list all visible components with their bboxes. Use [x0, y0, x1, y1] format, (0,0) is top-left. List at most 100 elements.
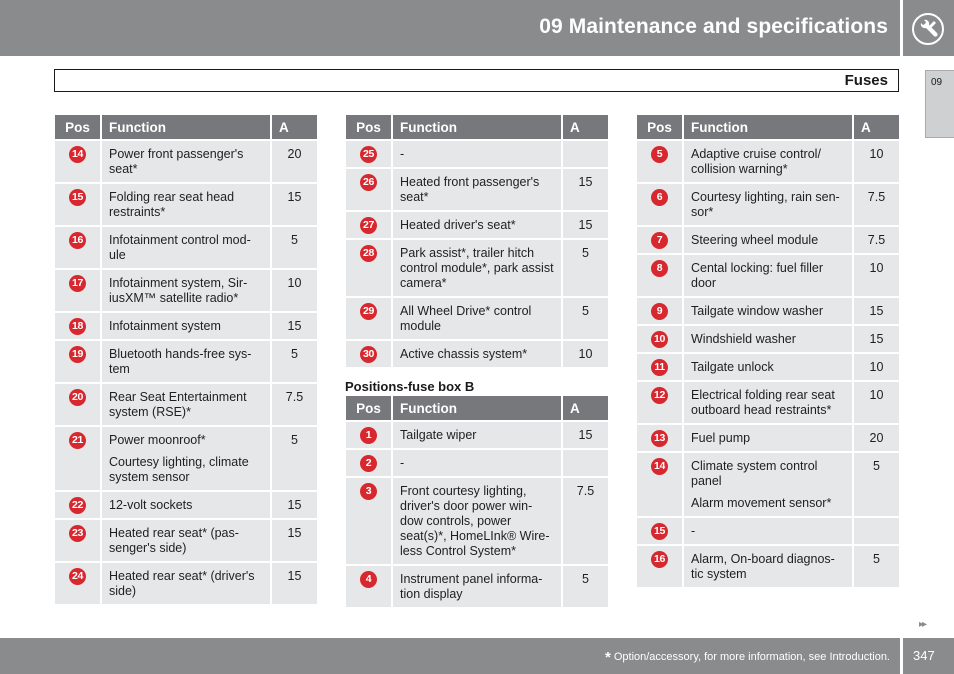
fuse-number-badge: 30 — [360, 346, 377, 363]
fuse-function-text: Park assist*, trailer hitch control modu… — [400, 246, 554, 290]
fuse-function-text: Electrical folding rear seat outboard he… — [691, 388, 835, 417]
function-header: Function — [391, 396, 562, 421]
fuse-number-badge: 25 — [360, 146, 377, 163]
fuse-number-badge: 23 — [69, 525, 86, 542]
fuse-function-text: Tailgate unlock — [691, 360, 774, 374]
fuse-function-cell: Courtesy lighting, rain sen-sor* — [682, 182, 853, 226]
fuse-function-text: Infotainment system — [109, 319, 221, 333]
fuse-number-badge: 5 — [651, 146, 668, 163]
fuse-function-text: Heated rear seat* (driver's side) — [109, 569, 255, 598]
fuse-function-cell: Alarm, On-board diagnos-tic system — [682, 544, 853, 587]
fuse-position-cell: 16 — [637, 544, 683, 587]
fuse-amperage-cell: 10 — [561, 339, 608, 367]
fuse-number-badge: 12 — [651, 387, 668, 404]
fuse-position-cell: 7 — [637, 225, 683, 254]
chapter-side-tab[interactable]: 09 — [925, 70, 954, 138]
fuse-number-badge: 6 — [651, 189, 668, 206]
fuse-function-cell: Heated rear seat* (pas-senger's side) — [100, 518, 271, 562]
footnote-text: Option/accessory, for more information, … — [613, 651, 890, 663]
fuse-function-text: All Wheel Drive* control module — [400, 304, 532, 333]
fuse-position-cell: 6 — [637, 182, 683, 226]
amp-header: A — [270, 115, 317, 140]
fuse-amperage-cell: 5 — [561, 238, 608, 297]
fuse-function-text: Power moonroof* — [109, 433, 206, 447]
fuse-row: 15 Folding rear seat head restraints* 15 — [55, 182, 317, 226]
fuse-amperage-cell: 10 — [852, 139, 899, 183]
fuse-number-badge: 11 — [651, 359, 668, 376]
fuse-box-b-heading: Positions-fuse box B — [345, 379, 475, 394]
fuse-function-text: Infotainment system, Sir-iusXM™ satellit… — [109, 276, 248, 305]
fuse-amperage-cell: 5 — [561, 564, 608, 607]
fuse-number-badge: 16 — [69, 232, 86, 249]
fuse-amperage-cell: 20 — [270, 139, 317, 183]
fuse-position-cell: 1 — [346, 420, 392, 449]
fuse-row: 28 Park assist*, trailer hitch control mo… — [346, 238, 608, 297]
fuse-position-cell: 15 — [55, 182, 101, 226]
pos-header: Pos — [346, 115, 392, 140]
fuse-number-badge: 9 — [651, 303, 668, 320]
section-title: Fuses — [844, 72, 888, 89]
fuse-number-badge: 4 — [360, 571, 377, 588]
fuse-position-cell: 14 — [637, 451, 683, 517]
footnote: * Option/accessory, for more information,… — [605, 649, 890, 666]
fuse-table-3: Pos Function A 1 Tailgate wiper 15 2-3 Front… — [346, 396, 608, 607]
fuse-row: 30 Active chassis system* 10 — [346, 339, 608, 367]
fuse-number-badge: 20 — [69, 389, 86, 406]
amp-header: A — [561, 115, 608, 140]
fuse-row: 16 Infotainment control mod-ule 5 — [55, 225, 317, 269]
fuse-amperage-cell: 5 — [270, 339, 317, 383]
pos-header: Pos — [55, 115, 101, 140]
function-header: Function — [100, 115, 271, 140]
side-tab-label: 09 — [931, 77, 943, 88]
fuse-amperage-cell: 15 — [561, 420, 608, 449]
fuse-number-badge: 29 — [360, 303, 377, 320]
fuse-row: 14 Power front passenger's seat* 20 — [55, 139, 317, 183]
fuse-position-cell: 24 — [55, 561, 101, 604]
fuse-amperage-cell: 15 — [270, 182, 317, 226]
fuse-amperage-cell — [561, 139, 608, 168]
fuse-position-cell: 4 — [346, 564, 392, 607]
fuse-function-text: - — [400, 147, 405, 161]
fuse-amperage-cell: 10 — [852, 253, 899, 297]
fuse-function-cell: All Wheel Drive* control module — [391, 296, 562, 340]
fuse-row: 6 Courtesy lighting, rain sen-sor* 7.5 — [637, 182, 899, 226]
fuse-position-cell: 13 — [637, 423, 683, 452]
fuse-position-cell: 3 — [346, 476, 392, 565]
fuse-function-cell: Heated driver's seat* — [391, 210, 562, 239]
fuse-number-badge: 13 — [651, 430, 668, 447]
fuse-row: 9 Tailgate window washer 15 — [637, 296, 899, 325]
fuse-function-cell: Fuel pump — [682, 423, 853, 452]
fuse-function-text: - — [691, 524, 696, 538]
fuse-amperage-cell: 15 — [561, 210, 608, 239]
fuse-function-cell: Tailgate unlock — [682, 352, 853, 381]
fuse-row: 5 Adaptive cruise control/ collision warn… — [637, 139, 899, 183]
fuse-function-cell: Heated front passenger's seat* — [391, 167, 562, 211]
fuse-row: 23 Heated rear seat* (pas-senger's side) 1… — [55, 518, 317, 562]
fuse-position-cell: 14 — [55, 139, 101, 183]
fuse-function-cell: Power moonroof* Courtesy lighting, climat… — [100, 425, 271, 491]
fuse-amperage-cell: 7.5 — [270, 382, 317, 426]
fuse-position-cell: 29 — [346, 296, 392, 340]
double-arrow-right-icon[interactable]: ▸▸ — [919, 619, 927, 630]
fuse-function-cell: Tailgate wiper — [391, 420, 562, 449]
fuse-amperage-cell: 15 — [270, 518, 317, 562]
fuse-position-cell: 15 — [637, 516, 683, 545]
fuse-function-text: Power front passenger's seat* — [109, 147, 244, 176]
fuse-position-cell: 22 — [55, 490, 101, 519]
amp-header: A — [852, 115, 899, 140]
fuse-function-cell: Infotainment system, Sir-iusXM™ satellit… — [100, 268, 271, 312]
fuse-row: 14 Climate system control panel Alarm move… — [637, 451, 899, 517]
fuse-row: 17 Infotainment system, Sir-iusXM™ satell… — [55, 268, 317, 312]
fuse-number-badge: 21 — [69, 432, 86, 449]
fuse-amperage-cell: 10 — [852, 352, 899, 381]
fuse-number-badge: 15 — [651, 523, 668, 540]
fuse-position-cell: 17 — [55, 268, 101, 312]
fuse-position-cell: 11 — [637, 352, 683, 381]
header-bar: 09 Maintenance and specifications — [0, 0, 900, 56]
fuse-function-text: Rear Seat Entertainment system (RSE)* — [109, 390, 247, 419]
fuse-amperage-cell: 15 — [270, 311, 317, 340]
fuse-row: 2- — [346, 448, 608, 477]
fuse-function-cell: Steering wheel module — [682, 225, 853, 254]
fuse-position-cell: 16 — [55, 225, 101, 269]
fuse-function-cell: Front courtesy lighting, driver's door p… — [391, 476, 562, 565]
